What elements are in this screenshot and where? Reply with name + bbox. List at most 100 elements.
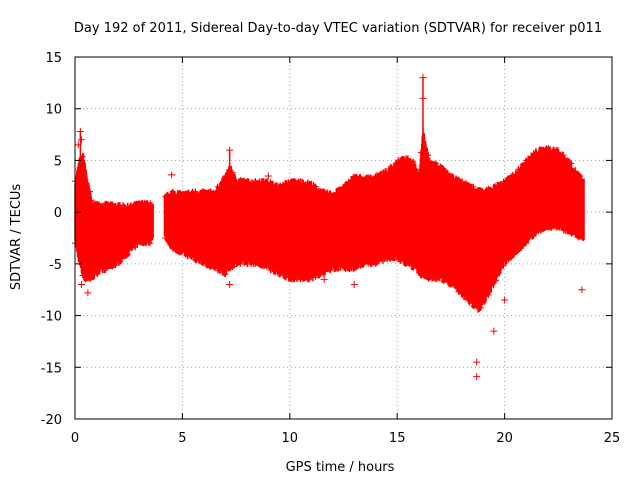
band-edge-marker [342, 181, 349, 188]
band-edge-marker [274, 182, 281, 189]
band-edge-marker [545, 224, 552, 231]
band-edge-marker [493, 277, 500, 284]
band-edge-marker [259, 263, 266, 270]
band-edge-marker [102, 267, 109, 274]
y-tick-label: 0 [54, 206, 62, 221]
data-band-area [74, 127, 585, 313]
band-edge-marker [327, 190, 334, 197]
band-edge-marker [477, 187, 484, 194]
band-edge-marker [87, 188, 94, 195]
band-edge-marker [79, 272, 86, 279]
band-edge-marker [222, 172, 229, 179]
band-edge-marker [402, 155, 409, 162]
data-point [320, 275, 328, 283]
data-point [77, 281, 85, 289]
band-edge-marker [297, 276, 304, 283]
y-tick-label: -20 [41, 413, 62, 428]
band-edge-marker [139, 240, 146, 247]
band-edge-marker [447, 172, 454, 179]
band-edge-marker [432, 276, 439, 283]
chart-title: Day 192 of 2011, Sidereal Day-to-day VTE… [74, 21, 602, 36]
band-edge-marker [380, 257, 387, 264]
band-edge-marker [244, 260, 251, 267]
y-axis-label: SDTVAR / TECUs [9, 184, 24, 291]
data-point [77, 136, 85, 144]
band-edge-marker [244, 178, 251, 185]
x-tick-label: 0 [71, 431, 79, 446]
band-edge-marker [387, 255, 394, 262]
band-edge-marker [305, 276, 312, 283]
band-edge-marker [560, 227, 567, 234]
band-edge-marker [560, 152, 567, 159]
band-edge-marker [568, 160, 575, 167]
band-edge-marker [327, 267, 334, 274]
y-tick-label: 5 [54, 154, 62, 169]
y-tick-label: -5 [49, 258, 62, 273]
band-edge-marker [508, 254, 515, 261]
band-edge-marker [425, 275, 432, 282]
band-edge-marker [447, 281, 454, 288]
band-edge-marker [199, 188, 206, 195]
band-edge-marker [222, 271, 229, 278]
band-edge-marker [395, 256, 402, 263]
band-edge-marker [320, 188, 327, 195]
band-edge-marker [365, 174, 372, 181]
data-point [168, 171, 176, 179]
band-edge-marker [387, 163, 394, 170]
band-edge-marker [342, 266, 349, 273]
band-edge-marker [545, 145, 552, 152]
band-edge-marker [274, 270, 281, 277]
band-edge-marker [395, 157, 402, 164]
data-point [576, 172, 584, 180]
band-edge-marker [192, 188, 199, 195]
y-tick-label: 10 [45, 103, 62, 118]
band-edge-marker [267, 267, 274, 274]
band-edge-marker [207, 188, 214, 195]
band-edge-marker [117, 202, 124, 209]
band-edge-marker [184, 253, 191, 260]
band-edge-marker [237, 260, 244, 267]
band-edge-marker [410, 265, 417, 272]
band-edge-marker [139, 199, 146, 206]
band-edge-marker [132, 201, 139, 208]
band-edge-marker [124, 251, 131, 258]
band-edge-marker [470, 303, 477, 310]
axis-ticks: 0 5 10 15 20 25 -20 -15 -10 -5 0 5 10 15 [41, 51, 621, 446]
band-edge-marker [470, 183, 477, 190]
band-edge-marker [538, 146, 545, 153]
band-edge-marker [132, 244, 139, 251]
band-edge-marker [102, 200, 109, 207]
band-edge-marker [124, 202, 131, 209]
band-edge-marker [508, 173, 515, 180]
band-edge-marker [440, 165, 447, 172]
band-edge-marker [237, 176, 244, 183]
band-edge-marker [335, 266, 342, 273]
x-tick-label: 20 [496, 431, 513, 446]
data-point [473, 358, 481, 366]
band-edge-marker [229, 263, 236, 270]
y-tick-label: -15 [41, 361, 62, 376]
band-edge-marker [94, 270, 101, 277]
band-edge-marker [259, 178, 266, 185]
band-edge-marker [432, 160, 439, 167]
band-edge-marker [169, 188, 176, 195]
band-edge-marker [162, 235, 169, 241]
data-band [72, 127, 585, 313]
band-edge-marker [462, 180, 469, 187]
band-edge-marker [553, 146, 560, 153]
band-edge-marker [192, 256, 199, 263]
band-edge-marker [290, 178, 297, 185]
band-edge-marker [515, 247, 522, 254]
band-edge-marker [252, 260, 259, 267]
band-edge-marker [372, 172, 379, 179]
data-points [74, 74, 586, 381]
band-edge-marker [290, 276, 297, 283]
band-edge-marker [500, 178, 507, 185]
band-edge-marker [485, 291, 492, 298]
band-edge-marker [320, 270, 327, 277]
data-point [84, 289, 92, 297]
band-edge-marker [477, 304, 484, 311]
band-edge-marker [523, 240, 530, 247]
band-edge-marker [214, 267, 221, 274]
data-point [350, 281, 358, 289]
